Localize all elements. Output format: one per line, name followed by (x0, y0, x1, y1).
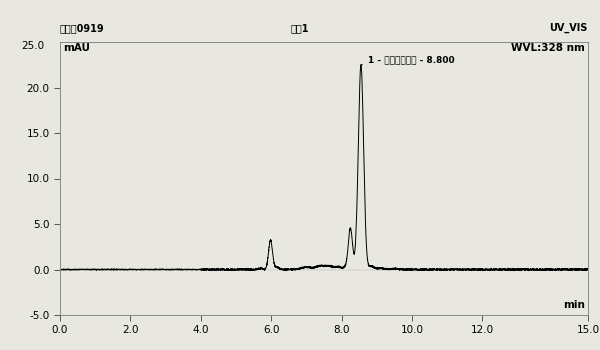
Text: mAU: mAU (62, 43, 89, 53)
Text: UV_VIS: UV_VIS (550, 23, 588, 33)
Text: 1 - 氯化两面针碱 - 8.800: 1 - 氯化两面针碱 - 8.800 (361, 55, 455, 65)
Text: WVL:328 nm: WVL:328 nm (511, 43, 586, 53)
Text: 25.0: 25.0 (21, 41, 44, 51)
Text: 溶剂针0919: 溶剂针0919 (60, 23, 104, 33)
Text: 样品1: 样品1 (291, 23, 309, 33)
Text: min: min (563, 300, 586, 309)
